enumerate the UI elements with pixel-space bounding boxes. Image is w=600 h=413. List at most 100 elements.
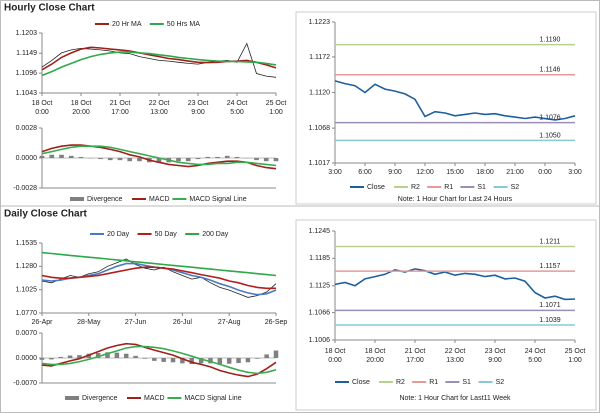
bar [245, 358, 251, 363]
x-tick-label: 18 Oct 0:00 [325, 348, 346, 364]
level-label: 1.1157 [540, 263, 561, 270]
y-tick-label: 1.1149 [16, 50, 37, 57]
legend-label: MACD [149, 196, 170, 203]
y-tick-label: 1.1172 [309, 54, 330, 61]
section-title: Hourly Close Chart [4, 3, 95, 14]
x-tick-line: 18 Oct [365, 348, 386, 355]
x-tick-line: 13:00 [150, 109, 168, 116]
bar [77, 355, 82, 358]
bar [226, 358, 232, 364]
x-tick-line: 18 Oct [325, 348, 346, 355]
bar [156, 158, 162, 163]
bar [142, 358, 148, 359]
bar [105, 352, 110, 358]
x-tick-label: 3:00 [328, 169, 342, 176]
x-tick-line: 24 Oct [227, 100, 248, 107]
x-tick-line: 0:00 [35, 109, 49, 116]
x-tick-line: 22 Oct [445, 348, 466, 355]
line [41, 342, 277, 378]
x-tick-label: 18 Oct 0:00 [32, 100, 53, 116]
x-tick-label: 0:00 [538, 169, 552, 176]
x-tick-line: 21 Oct [405, 348, 426, 355]
legend-label: 20 Day [107, 231, 130, 238]
x-tick-label: 12:00 [416, 169, 434, 176]
x-tick-label: 26-Jul [173, 319, 193, 326]
bar [123, 353, 129, 358]
bar [49, 154, 55, 158]
bar [215, 156, 220, 158]
x-tick-label: 26-Sep [265, 319, 288, 326]
y-tick-label: 1.1006 [309, 337, 331, 344]
y-tick-label: 1.1096 [16, 70, 38, 77]
bar [254, 158, 259, 161]
x-tick-label: 9:00 [388, 169, 402, 176]
x-tick-line: 18 Oct [71, 100, 92, 107]
x-tick-label: 25 Oct 1:00 [266, 100, 287, 116]
legend-label: 50 Hrs MA [167, 21, 200, 28]
bar [217, 358, 223, 365]
x-tick-line: 9:00 [191, 109, 205, 116]
bar [127, 158, 133, 162]
bar [273, 350, 279, 358]
y-tick-label: 0.0000 [16, 355, 38, 362]
y-tick-label: 1.1125 [309, 283, 330, 290]
line [41, 144, 277, 170]
bar [170, 358, 176, 363]
x-tick-label: 18 Oct 20:00 [365, 348, 386, 364]
x-tick-label: 28-May [77, 319, 101, 326]
x-tick-line: 23 Oct [188, 100, 209, 107]
x-tick-line: 17:00 [111, 109, 129, 116]
bar [264, 354, 269, 358]
y-tick-label: 1.1535 [16, 240, 38, 247]
bar [176, 158, 181, 162]
x-tick-label: 27-Aug [218, 319, 241, 326]
x-tick-label: 23 Oct 9:00 [485, 348, 506, 364]
y-tick-label: 1.1245 [309, 228, 331, 235]
legend-label: MACD Signal Line [189, 196, 246, 203]
x-tick-label: 21 Oct 17:00 [405, 348, 426, 364]
legend-label: Close [352, 379, 370, 386]
bar [263, 158, 269, 162]
level-label: 1.1039 [539, 317, 561, 324]
y-tick-label: 1.1185 [309, 255, 330, 262]
section-title: Daily Close Chart [4, 209, 87, 220]
x-tick-label: 21:00 [506, 169, 524, 176]
x-tick-line: 17:00 [406, 357, 424, 364]
line [334, 268, 576, 301]
legend-label: S1 [477, 184, 486, 191]
bar [185, 158, 191, 162]
y-tick-label: 1.1043 [16, 90, 38, 97]
bar [58, 356, 63, 358]
x-tick-line: 20:00 [366, 357, 384, 364]
legend-label: 20 Hr MA [112, 21, 142, 28]
x-tick-line: 23 Oct [485, 348, 506, 355]
bar [236, 358, 241, 363]
x-tick-label: 22 Oct 13:00 [149, 100, 170, 116]
bar [137, 158, 142, 162]
bar [198, 358, 204, 364]
line [41, 51, 277, 77]
line [41, 145, 277, 167]
level-label: 1.1146 [540, 67, 561, 74]
bar [273, 158, 279, 162]
bar [78, 156, 84, 158]
bar [208, 358, 213, 364]
y-tick-label: 1.1068 [309, 125, 331, 132]
bar [224, 155, 230, 158]
legend-label: Divergence [82, 395, 118, 402]
legend-label: MACD [144, 395, 165, 402]
bar [67, 355, 73, 358]
legend-label: R1 [429, 379, 438, 386]
y-tick-label: 1.1120 [309, 89, 330, 96]
x-tick-label: 27-Jun [125, 319, 147, 326]
x-tick-line: 1:00 [269, 109, 283, 116]
level-label: 1.1071 [539, 302, 561, 309]
x-tick-label: 6:00 [358, 169, 372, 176]
x-tick-line: 25 Oct [266, 100, 287, 107]
level-label: 1.1050 [539, 132, 561, 139]
note: Note: 1 Hour Chart for Last11 Week [399, 395, 511, 402]
bar [152, 358, 157, 361]
x-tick-label: 21 Oct 17:00 [110, 100, 131, 116]
line [41, 345, 277, 375]
